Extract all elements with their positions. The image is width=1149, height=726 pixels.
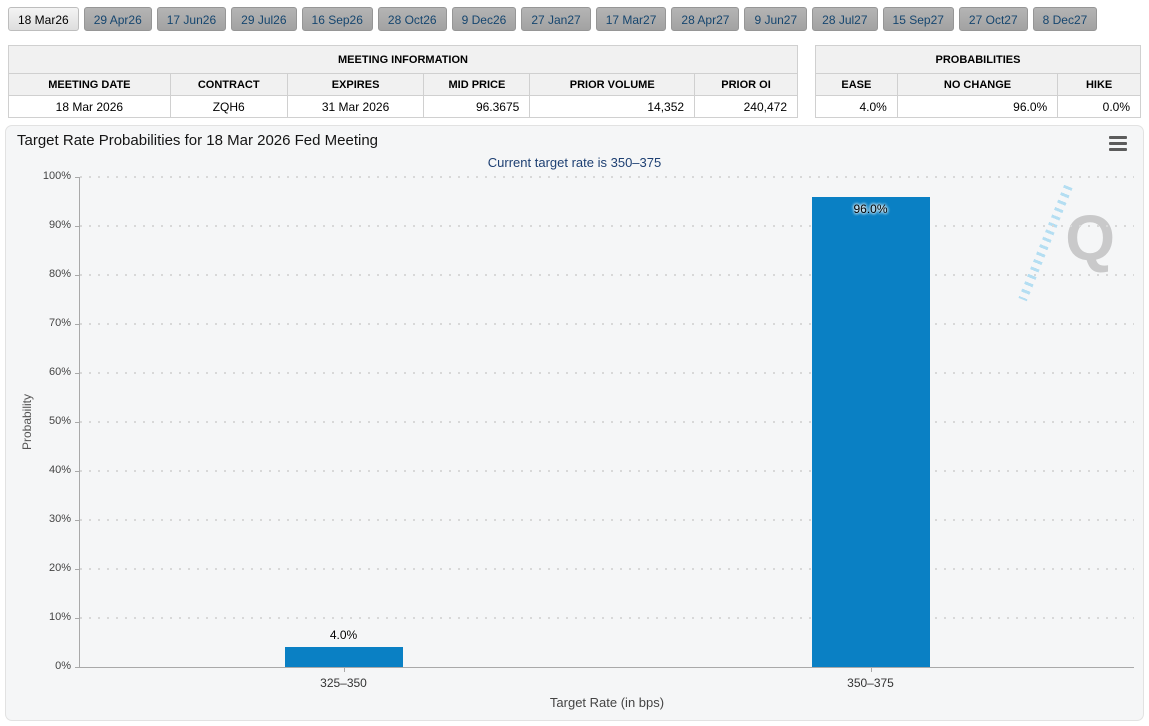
gridline-30	[80, 519, 1134, 521]
gridline-80	[80, 274, 1134, 276]
bar-label-350–375: 96.0%	[853, 202, 888, 216]
y-tick-60	[75, 373, 80, 374]
y-tick-label-100: 100%	[42, 170, 71, 182]
tab-29-jul26[interactable]: 29 Jul26	[231, 7, 297, 31]
y-tick-40	[75, 471, 80, 472]
gridline-90	[80, 225, 1134, 227]
prior-volume-value: 14,352	[529, 95, 696, 118]
col-header-mid-price: MID PRICE	[423, 73, 531, 96]
gridline-50	[80, 421, 1134, 423]
tab-29-apr26[interactable]: 29 Apr26	[83, 7, 152, 31]
meeting-information-table: MEETING INFORMATION MEETING DATE CONTRAC…	[8, 45, 798, 118]
tab-15-sep27[interactable]: 15 Sep27	[882, 7, 954, 31]
expires-value: 31 Mar 2026	[286, 95, 425, 118]
bar-label-325–350: 4.0%	[329, 628, 358, 642]
y-tick-70	[75, 324, 80, 325]
y-tick-label-60: 60%	[48, 366, 71, 378]
tab-17-jun26[interactable]: 17 Jun26	[156, 7, 227, 31]
contract-value: ZQH6	[169, 95, 288, 118]
probabilities-table: PROBABILITIES EASE NO CHANGE HIKE 4.0% 9…	[815, 45, 1141, 118]
tab-17-mar27[interactable]: 17 Mar27	[595, 7, 667, 31]
y-tick-label-30: 30%	[48, 513, 71, 525]
x-tick-label-325–350: 325–350	[320, 676, 367, 690]
gridline-70	[80, 323, 1134, 325]
y-tick-label-50: 50%	[48, 415, 71, 427]
col-header-prior-oi: PRIOR OI	[694, 73, 798, 96]
x-tick-325–350	[343, 667, 345, 672]
tab-28-apr27[interactable]: 28 Apr27	[671, 7, 740, 31]
no-change-value: 96.0%	[896, 95, 1059, 118]
tab-18-mar26[interactable]: 18 Mar26	[8, 7, 79, 31]
y-tick-10	[75, 618, 80, 619]
tab-27-oct27[interactable]: 27 Oct27	[958, 7, 1028, 31]
tab-9-dec26[interactable]: 9 Dec26	[451, 7, 517, 31]
y-tick-100	[75, 177, 80, 178]
plot-area: Probability Target Rate (in bps) 0% 10% 20…	[20, 170, 1134, 710]
tab-28-oct26[interactable]: 28 Oct26	[377, 7, 447, 31]
bar-325–350[interactable]	[284, 647, 403, 667]
gridline-10	[80, 617, 1134, 619]
meeting-tab-bar: 18 Mar26 29 Apr26 17 Jun26 29 Jul26 16 Sep26…	[8, 7, 1098, 31]
ease-value: 4.0%	[815, 95, 898, 118]
col-header-no-change: NO CHANGE	[896, 73, 1059, 96]
bar-350–375[interactable]	[811, 197, 930, 667]
col-header-contract: CONTRACT	[169, 73, 288, 96]
tab-8-dec27[interactable]: 8 Dec27	[1032, 7, 1098, 31]
y-tick-label-80: 80%	[48, 268, 71, 280]
target-rate-chart-panel: Target Rate Probabilities for 18 Mar 202…	[5, 125, 1144, 721]
col-header-hike: HIKE	[1057, 73, 1141, 96]
meeting-information-title: MEETING INFORMATION	[8, 45, 798, 74]
x-axis-title: Target Rate (in bps)	[549, 695, 665, 710]
probabilities-header-row: EASE NO CHANGE HIKE	[815, 73, 1141, 96]
y-tick-label-10: 10%	[48, 611, 71, 623]
probabilities-data-row: 4.0% 96.0% 0.0%	[815, 95, 1141, 118]
meeting-date-value: 18 Mar 2026	[8, 95, 171, 118]
y-tick-80	[75, 275, 80, 276]
prior-oi-value: 240,472	[694, 95, 798, 118]
y-tick-90	[75, 226, 80, 227]
tab-27-jan27[interactable]: 27 Jan27	[521, 7, 591, 31]
col-header-meeting-date: MEETING DATE	[8, 73, 171, 96]
y-tick-30	[75, 520, 80, 521]
y-tick-label-70: 70%	[48, 317, 71, 329]
col-header-ease: EASE	[815, 73, 898, 96]
y-tick-label-90: 90%	[48, 219, 71, 231]
y-tick-0	[75, 667, 80, 668]
y-tick-label-20: 20%	[48, 562, 71, 574]
gridline-100	[80, 176, 1134, 178]
x-tick-350–375	[870, 667, 872, 672]
tab-9-jun27[interactable]: 9 Jun27	[744, 7, 808, 31]
gridline-20	[80, 568, 1134, 570]
y-tick-label-0: 0%	[55, 660, 71, 672]
tab-28-jul27[interactable]: 28 Jul27	[812, 7, 878, 31]
gridline-40	[80, 470, 1134, 472]
probabilities-title: PROBABILITIES	[815, 45, 1141, 74]
meeting-information-header-row: MEETING DATE CONTRACT EXPIRES MID PRICE …	[8, 73, 798, 96]
col-header-expires: EXPIRES	[286, 73, 425, 96]
gridline-60	[80, 372, 1134, 374]
y-tick-50	[75, 422, 80, 423]
tab-16-sep26[interactable]: 16 Sep26	[301, 7, 373, 31]
x-tick-label-350–375: 350–375	[847, 676, 894, 690]
col-header-prior-volume: PRIOR VOLUME	[529, 73, 696, 96]
chart-subtitle: Current target rate is 350–375	[487, 155, 662, 170]
hamburger-menu-icon[interactable]	[1109, 136, 1127, 151]
hike-value: 0.0%	[1057, 95, 1141, 118]
chart-title: Target Rate Probabilities for 18 Mar 202…	[17, 132, 379, 149]
mid-price-value: 96.3675	[423, 95, 531, 118]
y-tick-20	[75, 569, 80, 570]
meeting-information-data-row: 18 Mar 2026 ZQH6 31 Mar 2026 96.3675 14,…	[8, 95, 798, 118]
y-tick-label-40: 40%	[48, 464, 71, 476]
